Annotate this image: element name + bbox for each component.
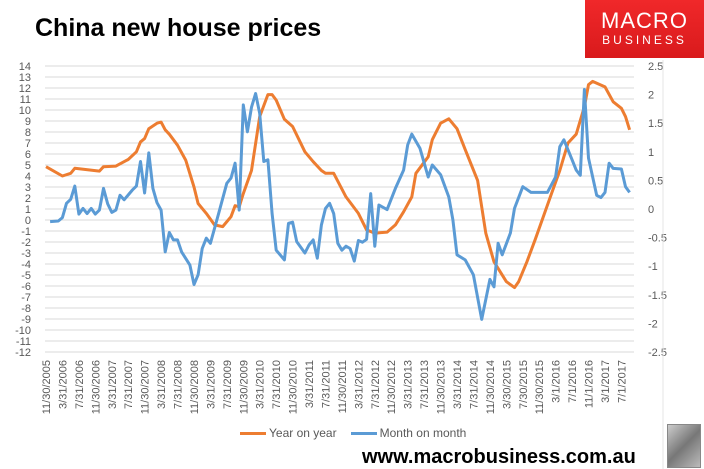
legend-label: Year on year <box>269 426 337 440</box>
left-axis-tick-label: 13 <box>19 72 31 84</box>
left-axis-tick-label: -8 <box>21 303 31 315</box>
left-axis-tick-label: 7 <box>25 138 31 150</box>
series-line-month-on-month <box>49 88 631 321</box>
legend-swatch <box>240 431 266 435</box>
x-axis-tick-label: 11/30/2014 <box>485 360 497 414</box>
left-axis-tick-label: -11 <box>16 336 31 348</box>
macrobusiness-logo: MACRO BUSINESS <box>585 0 704 58</box>
legend-swatch <box>350 431 377 435</box>
x-axis-tick-label: 7/31/2012 <box>370 360 382 409</box>
wolf-logo-image <box>667 424 701 468</box>
left-axis-tick-label: -10 <box>15 325 31 337</box>
x-axis-tick-label: 3/1/2016 <box>551 360 563 403</box>
legend-item-month-on-month: Month on month <box>350 426 467 440</box>
left-axis-tick-label: -12 <box>15 347 31 359</box>
left-axis-tick-label: -7 <box>21 292 31 304</box>
left-axis-tick-label: 12 <box>19 83 31 95</box>
left-axis-tick-label: -5 <box>21 270 31 282</box>
x-axis-tick-label: 3/31/2013 <box>403 360 415 409</box>
left-axis-tick-label: -1 <box>21 226 31 238</box>
right-axis-tick-label: 0.5 <box>648 175 663 187</box>
x-axis-tick-label: 7/1/2016 <box>567 360 579 403</box>
x-axis-tick-label: 3/31/2007 <box>107 360 119 409</box>
x-axis-tick-label: 7/31/2007 <box>123 360 135 409</box>
left-axis-tick-label: 1 <box>25 204 31 216</box>
left-axis-tick-label: 11 <box>20 94 31 106</box>
left-axis-tick-label: 6 <box>25 149 31 161</box>
right-axis-tick-label: 2.5 <box>648 61 663 73</box>
left-axis-tick-label: 8 <box>25 127 31 139</box>
x-axis-tick-label: 3/1/2017 <box>600 360 612 403</box>
x-axis-tick-label: 11/30/2006 <box>90 360 102 414</box>
x-axis-tick-label: 7/31/2013 <box>419 360 431 409</box>
right-axis-tick-label: -0.5 <box>648 233 667 245</box>
left-axis-tick-label: 14 <box>19 61 31 73</box>
x-axis-tick-label: 11/30/2012 <box>386 360 398 414</box>
website-url: www.macrobusiness.com.au <box>362 446 636 468</box>
x-axis-tick-label: 3/31/2012 <box>353 360 365 409</box>
x-axis-tick-label: 7/31/2006 <box>74 360 86 409</box>
right-axis-tick-label: -1 <box>648 261 658 273</box>
chart-title: China new house prices <box>35 14 322 42</box>
legend-label: Month on month <box>379 426 467 440</box>
x-axis-tick-label: 7/31/2008 <box>173 360 185 409</box>
x-axis-tick-label: 11/30/2015 <box>534 360 546 414</box>
series-line-year-on-year <box>45 79 632 290</box>
x-axis-tick-label: 7/31/2010 <box>271 360 283 409</box>
x-axis-tick-label: 11/30/2013 <box>436 360 448 414</box>
x-axis-tick-label: 11/30/2010 <box>288 360 300 414</box>
x-axis-tick-label: 7/1/2017 <box>616 360 628 403</box>
x-axis-tick-label: 7/30/2015 <box>518 360 530 409</box>
x-axis-tick-label: 3/31/2014 <box>452 360 464 409</box>
right-axis-tick-label: 0 <box>648 204 654 216</box>
x-axis-tick-label: 11/30/2009 <box>238 360 250 414</box>
left-axis-tick-label: -6 <box>21 281 31 293</box>
left-axis-tick-label: -4 <box>21 259 31 271</box>
logo-line1: MACRO <box>601 8 688 33</box>
legend: Year on year Month on month <box>240 426 466 440</box>
x-axis-tick-label: 3/31/2006 <box>57 360 69 409</box>
x-axis-tick-label: 7/31/2014 <box>468 360 480 409</box>
left-axis-tick-label: 3 <box>25 182 31 194</box>
x-axis-tick-label: 7/31/2009 <box>222 360 234 409</box>
right-axis-tick-label: 2 <box>648 90 654 102</box>
left-axis-tick-label: 4 <box>25 171 31 183</box>
right-axis-tick-label: 1.5 <box>648 118 663 130</box>
right-axis-tick-label: 1 <box>648 147 654 159</box>
right-axis-tick-label: -2.5 <box>648 347 667 359</box>
x-axis-tick-label: 11/1/2016 <box>584 360 596 408</box>
x-axis-tick-label: 11/30/2011 <box>337 360 349 413</box>
left-axis-tick-label: 0 <box>25 215 31 227</box>
x-axis-tick-label: 3/30/2015 <box>501 360 513 409</box>
left-axis-tick-label: 2 <box>25 193 31 205</box>
left-axis-tick-label: 5 <box>25 160 31 172</box>
left-axis-tick-label: 10 <box>19 105 31 117</box>
x-axis-tick-label: 11/30/2005 <box>41 360 53 414</box>
right-axis-tick-label: -2 <box>648 318 658 330</box>
x-axis-tick-label: 3/31/2010 <box>255 360 267 409</box>
x-axis-tick-label: 7/31/2011 <box>320 360 332 408</box>
x-axis-tick-label: 11/30/2008 <box>189 360 201 414</box>
x-axis-tick-label: 3/31/2011 <box>304 360 316 408</box>
left-axis-tick-label: -2 <box>21 237 31 249</box>
x-axis-tick-label: 11/30/2007 <box>140 360 152 414</box>
logo-line2: BUSINESS <box>602 33 687 47</box>
left-axis-tick-label: -3 <box>21 248 31 260</box>
left-axis-tick-label: 9 <box>25 116 31 128</box>
left-axis-tick-label: -9 <box>21 314 31 326</box>
x-axis-tick-label: 3/31/2009 <box>205 360 217 409</box>
x-axis-tick-label: 3/31/2008 <box>156 360 168 409</box>
legend-item-year-on-year: Year on year <box>240 426 337 440</box>
right-axis-tick-label: -1.5 <box>648 290 667 302</box>
